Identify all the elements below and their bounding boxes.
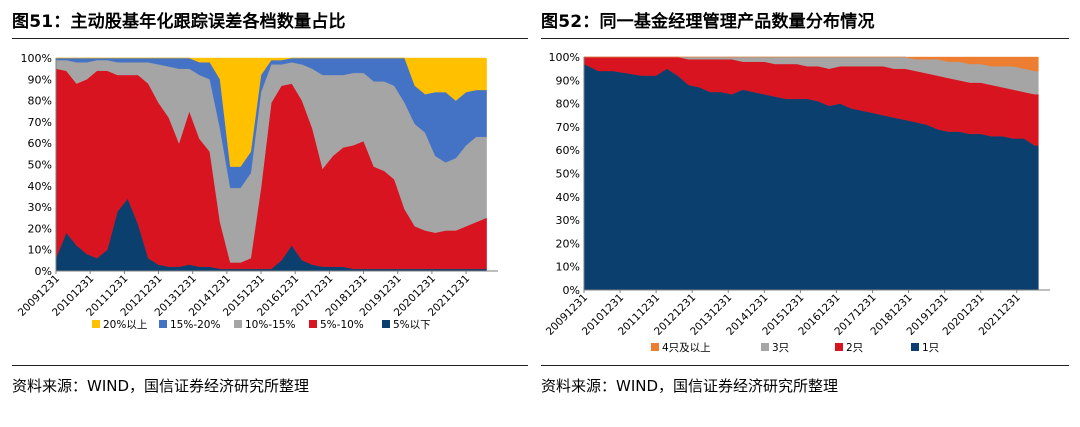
y-tick-label: 100% <box>549 51 580 64</box>
y-tick-label: 10% <box>556 261 580 274</box>
chart-title: 图51：主动股基年化跟踪误差各档数量占比 <box>12 7 346 32</box>
source-divider <box>12 365 528 366</box>
y-tick-label: 60% <box>28 137 52 150</box>
y-tick-label: 20% <box>556 237 580 250</box>
legend-swatch <box>835 343 843 351</box>
chart-title: 图52：同一基金经理管理产品数量分布情况 <box>541 7 875 32</box>
y-tick-label: 20% <box>28 222 52 235</box>
y-tick-label: 90% <box>28 73 52 86</box>
legend-label: 20%以上 <box>103 319 147 331</box>
legend-swatch <box>309 320 317 328</box>
y-tick-label: 70% <box>28 116 52 129</box>
source-note: 资料来源：WIND，国信证券经济研究所整理 <box>541 375 838 396</box>
legend-label: 5%以下 <box>393 319 431 331</box>
panel-tracking-error: 图51：主动股基年化跟踪误差各档数量占比 0% 10% 20% 30% 40% 50% 60… <box>12 0 528 427</box>
legend-label: 10%-15% <box>245 319 295 331</box>
legend-label: 15%-20% <box>170 319 220 331</box>
y-tick-label: 30% <box>556 214 580 227</box>
tracking-error-chart: 0%10%20%30%40%50%60%70%80%90%100%2009123… <box>12 39 528 359</box>
legend-swatch <box>92 320 100 328</box>
y-tick-label: 40% <box>28 180 52 193</box>
y-tick-label: 90% <box>556 74 580 87</box>
legend-swatch <box>761 343 769 351</box>
y-tick-label: 60% <box>556 144 580 157</box>
legend-swatch <box>159 320 167 328</box>
legend-label: 1只 <box>922 342 939 354</box>
y-tick-label: 80% <box>556 98 580 111</box>
legend-label: 3只 <box>772 342 789 354</box>
y-tick-label: 40% <box>556 191 580 204</box>
y-tick-label: 50% <box>556 168 580 181</box>
legend-label: 4只及以上 <box>662 342 711 354</box>
panel-manager-product-count: 图52：同一基金经理管理产品数量分布情况 0% 10% 20% 30% 40% 50% 60… <box>541 0 1069 427</box>
legend-label: 2只 <box>846 342 863 354</box>
source-note: 资料来源：WIND，国信证券经济研究所整理 <box>12 375 309 396</box>
y-tick-label: 80% <box>28 95 52 108</box>
legend-swatch <box>234 320 242 328</box>
legend-label: 5%-10% <box>320 319 364 331</box>
legend-swatch <box>911 343 919 351</box>
y-tick-label: 10% <box>28 244 52 257</box>
y-tick-label: 70% <box>556 121 580 134</box>
manager-product-chart: 0%10%20%30%40%50%60%70%80%90%100%2009123… <box>541 39 1069 359</box>
source-divider <box>541 365 1069 366</box>
legend-swatch <box>651 343 659 351</box>
y-tick-label: 30% <box>28 201 52 214</box>
y-tick-label: 50% <box>28 159 52 172</box>
legend-swatch <box>382 320 390 328</box>
y-tick-label: 100% <box>21 52 52 65</box>
